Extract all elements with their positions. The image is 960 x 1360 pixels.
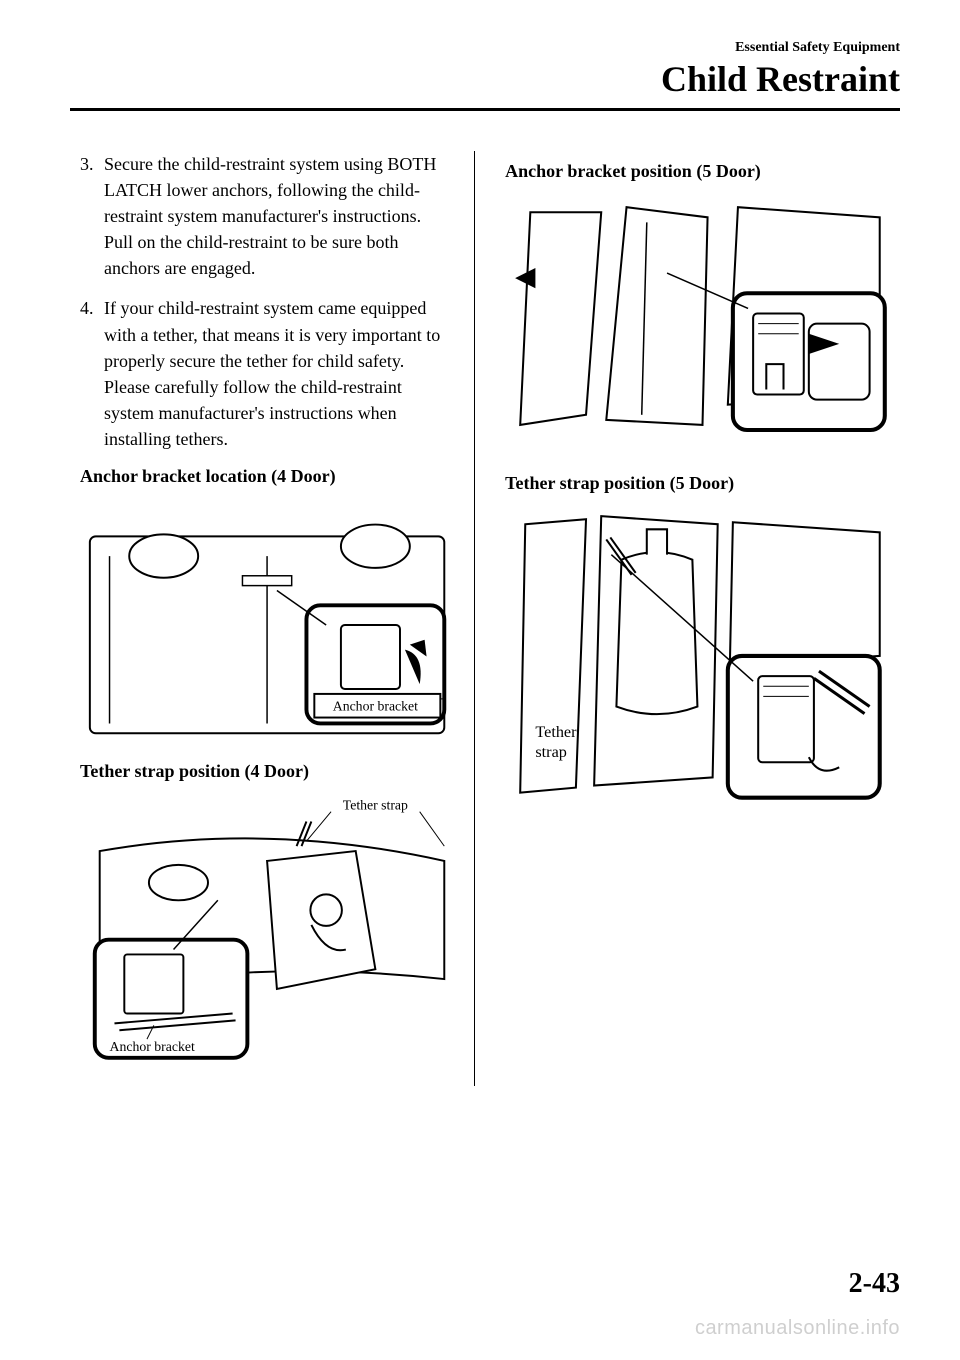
left-column: 3. Secure the child-restraint system usi…: [70, 151, 475, 1086]
header-divider: [70, 108, 900, 111]
subheading-5door-tether: Tether strap position (5 Door): [505, 473, 890, 494]
figure-4door-anchor: Anchor bracket: [80, 497, 454, 743]
page-number: 2-43: [849, 1268, 900, 1300]
list-text-4: If your child-restraint system came equi…: [104, 295, 454, 452]
list-text-3: Secure the child-restraint system using …: [104, 151, 454, 281]
figure-5door-tether: Tether strap: [505, 504, 890, 808]
list-item-3: 3. Secure the child-restraint system usi…: [80, 151, 454, 281]
fig1-label: Anchor bracket: [333, 699, 418, 714]
figure-4door-tether: Tether strap Anchor bracket: [80, 792, 454, 1068]
watermark: carmanualsonline.info: [695, 1317, 900, 1340]
subheading-4door-anchor: Anchor bracket location (4 Door): [80, 466, 454, 487]
list-number-4: 4.: [80, 295, 104, 452]
list-item-4: 4. If your child-restraint system came e…: [80, 295, 454, 452]
fig2-label-tether: Tether strap: [343, 798, 408, 813]
header-section-small: Essential Safety Equipment: [70, 40, 900, 56]
list-number-3: 3.: [80, 151, 104, 281]
fig-tether-label-2: strap: [536, 744, 567, 762]
figure-5door-anchor: [505, 192, 890, 455]
subheading-4door-tether: Tether strap position (4 Door): [80, 761, 454, 782]
content-columns: 3. Secure the child-restraint system usi…: [70, 151, 900, 1086]
header-section-large: Child Restraint: [70, 58, 900, 100]
subheading-5door-anchor: Anchor bracket position (5 Door): [505, 161, 890, 182]
fig2-label-anchor: Anchor bracket: [110, 1039, 195, 1054]
right-column: Anchor bracket position (5 Door): [495, 151, 900, 1086]
fig-tether-label-1: Tether: [536, 723, 578, 741]
